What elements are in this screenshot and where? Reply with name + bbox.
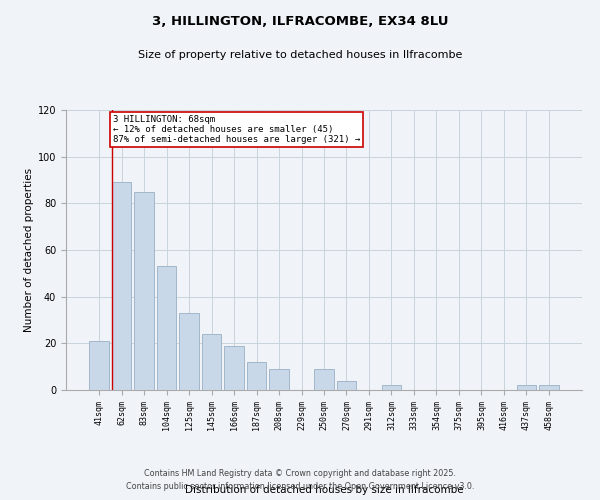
Bar (517, 386, 536, 390)
Bar (157, 266, 176, 390)
Bar (134, 192, 154, 390)
Text: 3 HILLINGTON: 68sqm
← 12% of detached houses are smaller (45)
87% of semi-detach: 3 HILLINGTON: 68sqm ← 12% of detached ho… (113, 114, 360, 144)
Bar (337, 380, 356, 390)
Bar (89, 341, 109, 390)
Bar (202, 334, 221, 390)
Bar (224, 346, 244, 390)
Text: Size of property relative to detached houses in Ilfracombe: Size of property relative to detached ho… (138, 50, 462, 60)
Bar (179, 313, 199, 390)
Bar (269, 369, 289, 390)
Bar (539, 386, 559, 390)
Text: Contains public sector information licensed under the Open Government Licence v3: Contains public sector information licen… (126, 482, 474, 491)
Text: 3, HILLINGTON, ILFRACOMBE, EX34 8LU: 3, HILLINGTON, ILFRACOMBE, EX34 8LU (152, 15, 448, 28)
X-axis label: Distribution of detached houses by size in Ilfracombe: Distribution of detached houses by size … (185, 486, 463, 496)
Y-axis label: Number of detached properties: Number of detached properties (23, 168, 34, 332)
Bar (112, 182, 131, 390)
Bar (382, 386, 401, 390)
Text: Contains HM Land Registry data © Crown copyright and database right 2025.: Contains HM Land Registry data © Crown c… (144, 468, 456, 477)
Bar (247, 362, 266, 390)
Bar (314, 369, 334, 390)
